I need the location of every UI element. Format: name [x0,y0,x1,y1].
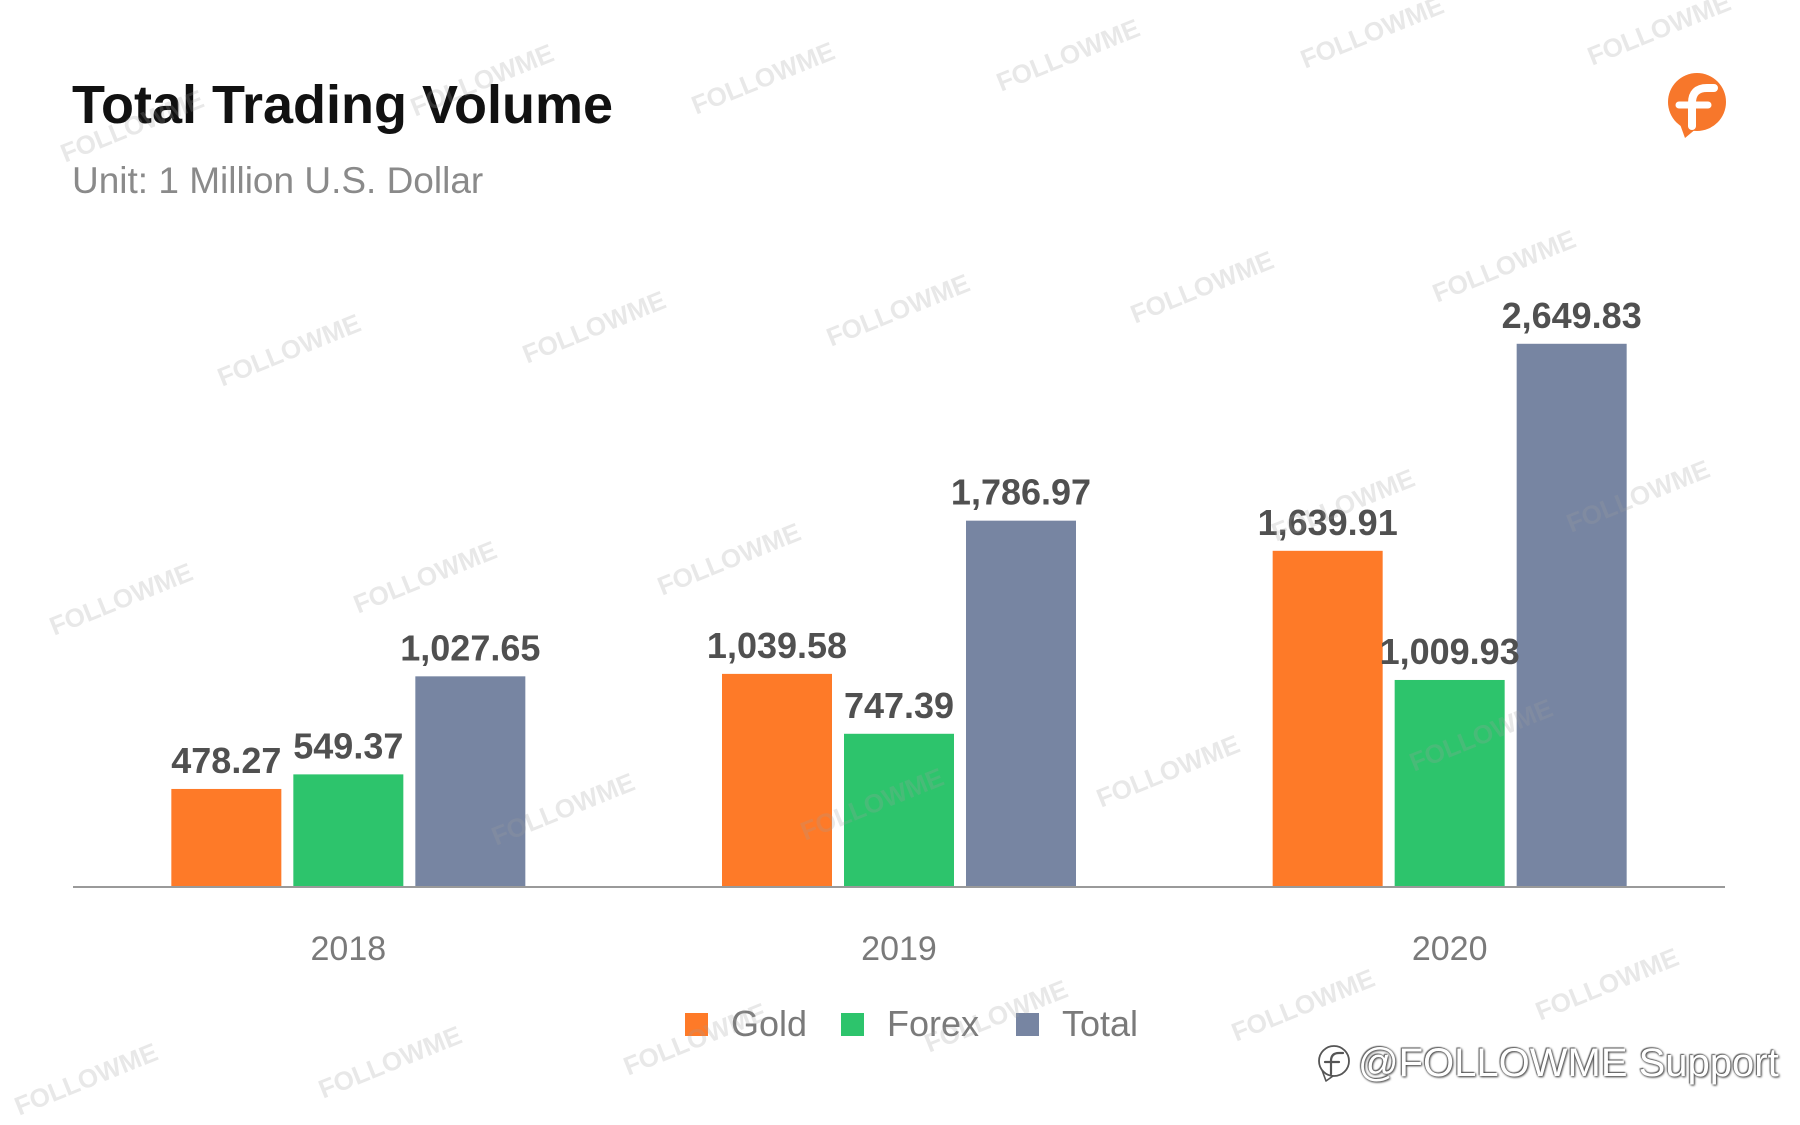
bar-gold-2020 [1272,550,1383,887]
bar-forex-2018 [293,774,404,887]
bar-forex-2020 [1394,679,1505,887]
legend-item-total: Total [1016,1006,1138,1042]
chart-subtitle: Unit: 1 Million U.S. Dollar [72,160,484,201]
data-label-gold-2020: 1,639.91 [1258,502,1398,543]
legend-label-total: Total [1062,1003,1139,1044]
data-label-gold-2018: 478.27 [171,740,281,781]
bar-forex-2019 [844,733,954,887]
data-label-forex-2018: 549.37 [293,725,403,766]
x-tick-label-2019: 2019 [861,930,937,968]
bar-gold-2018 [171,788,282,887]
legend-item-forex: Forex [841,1006,979,1042]
legend-swatch-forex [841,1012,864,1036]
chart-title: Total Trading Volume [72,75,614,135]
footer-watermark: @FOLLOWME Support [1316,1041,1779,1085]
x-tick-labels-layer: 2018 2019 2020 [311,930,1488,968]
data-label-forex-2020: 1,009.93 [1380,631,1520,672]
x-tick-label-2020: 2020 [1412,930,1488,968]
bar-total-2020 [1516,343,1627,887]
x-tick-label-2018: 2018 [311,930,387,968]
footer-handle: @FOLLOWME Support [1358,1041,1779,1085]
bar-total-2018 [415,676,526,887]
data-labels-layer: 478.27 549.37 1,027.65 1,039.58 747.39 1,786.… [171,295,1641,781]
data-label-total-2019: 1,786.97 [951,472,1091,513]
legend-label-forex: Forex [887,1003,980,1044]
bar-gold-2019 [722,673,832,887]
data-label-total-2020: 2,649.83 [1502,295,1642,336]
bar-total-2019 [966,520,1076,887]
bars-layer [171,343,1627,887]
followme-outline-icon [1318,1045,1350,1082]
data-label-total-2018: 1,027.65 [400,627,540,668]
legend-item-gold: Gold [685,1006,807,1042]
legend-swatch-total [1016,1012,1039,1036]
data-label-forex-2019: 747.39 [844,685,954,726]
legend-label-gold: Gold [731,1003,808,1044]
followme-logo-icon [1668,73,1726,138]
legend-swatch-gold [685,1012,708,1036]
data-label-gold-2019: 1,039.58 [707,625,847,666]
